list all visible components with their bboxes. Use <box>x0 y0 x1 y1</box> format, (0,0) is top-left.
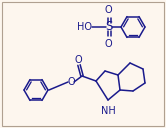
Text: S: S <box>105 20 113 34</box>
Text: O: O <box>74 55 82 65</box>
Text: HO: HO <box>77 22 92 32</box>
Text: NH: NH <box>101 106 115 116</box>
Text: O: O <box>67 77 75 87</box>
Text: O: O <box>104 5 112 15</box>
Text: O: O <box>104 39 112 49</box>
